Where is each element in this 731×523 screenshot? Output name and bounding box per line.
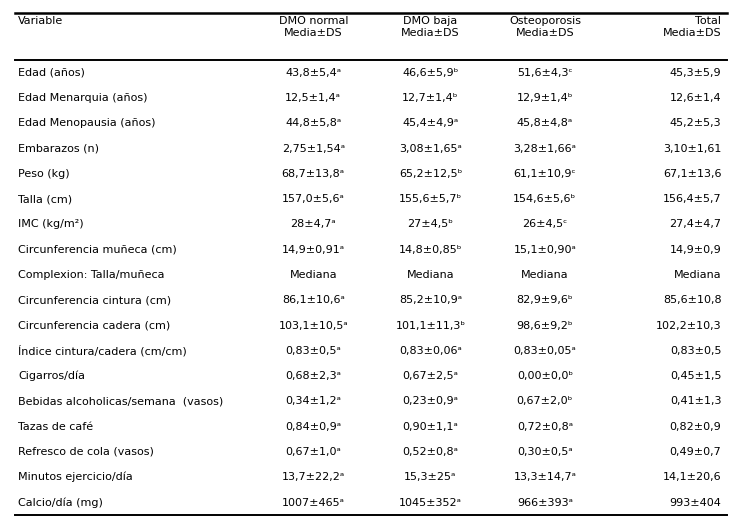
Text: 51,6±4,3ᶜ: 51,6±4,3ᶜ bbox=[517, 68, 572, 78]
Text: Peso (kg): Peso (kg) bbox=[18, 169, 70, 179]
Text: 3,28±1,66ᵃ: 3,28±1,66ᵃ bbox=[513, 144, 576, 154]
Text: 0,90±1,1ᵃ: 0,90±1,1ᵃ bbox=[403, 422, 458, 431]
Text: Complexion: Talla/muñeca: Complexion: Talla/muñeca bbox=[18, 270, 164, 280]
Text: 3,08±1,65ᵃ: 3,08±1,65ᵃ bbox=[399, 144, 462, 154]
Text: DMO normal
Media±DS: DMO normal Media±DS bbox=[279, 16, 348, 38]
Text: 15,3±25ᵃ: 15,3±25ᵃ bbox=[404, 472, 457, 482]
Text: Refresco de cola (vasos): Refresco de cola (vasos) bbox=[18, 447, 154, 457]
Text: 45,2±5,3: 45,2±5,3 bbox=[670, 118, 721, 128]
Text: 61,1±10,9ᶜ: 61,1±10,9ᶜ bbox=[514, 169, 576, 179]
Text: 26±4,5ᶜ: 26±4,5ᶜ bbox=[522, 220, 567, 230]
Text: 67,1±13,6: 67,1±13,6 bbox=[663, 169, 721, 179]
Text: 1045±352ᵃ: 1045±352ᵃ bbox=[399, 497, 462, 507]
Text: 0,52±0,8ᵃ: 0,52±0,8ᵃ bbox=[403, 447, 458, 457]
Text: 14,9±0,91ᵃ: 14,9±0,91ᵃ bbox=[281, 245, 345, 255]
Text: 155,6±5,7ᵇ: 155,6±5,7ᵇ bbox=[399, 194, 462, 204]
Text: 28±4,7ᵃ: 28±4,7ᵃ bbox=[290, 220, 336, 230]
Text: 86,1±10,6ᵃ: 86,1±10,6ᵃ bbox=[282, 295, 345, 305]
Text: 12,6±1,4: 12,6±1,4 bbox=[670, 93, 721, 103]
Text: 0,84±0,9ᵃ: 0,84±0,9ᵃ bbox=[285, 422, 341, 431]
Text: 0,83±0,06ᵃ: 0,83±0,06ᵃ bbox=[399, 346, 462, 356]
Text: 157,0±5,6ᵃ: 157,0±5,6ᵃ bbox=[282, 194, 345, 204]
Text: 154,6±5,6ᵇ: 154,6±5,6ᵇ bbox=[513, 194, 577, 204]
Text: Circunferencia cadera (cm): Circunferencia cadera (cm) bbox=[18, 321, 170, 331]
Text: 966±393ᵃ: 966±393ᵃ bbox=[517, 497, 573, 507]
Text: 43,8±5,4ᵃ: 43,8±5,4ᵃ bbox=[285, 68, 341, 78]
Text: 0,83±0,5ᵃ: 0,83±0,5ᵃ bbox=[285, 346, 341, 356]
Text: 0,67±2,0ᵇ: 0,67±2,0ᵇ bbox=[517, 396, 573, 406]
Text: 85,6±10,8: 85,6±10,8 bbox=[663, 295, 721, 305]
Text: 3,10±1,61: 3,10±1,61 bbox=[663, 144, 721, 154]
Text: 12,9±1,4ᵇ: 12,9±1,4ᵇ bbox=[517, 93, 573, 103]
Text: 98,6±9,2ᵇ: 98,6±9,2ᵇ bbox=[517, 321, 573, 331]
Text: 14,8±0,85ᵇ: 14,8±0,85ᵇ bbox=[398, 245, 462, 255]
Text: Mediana: Mediana bbox=[289, 270, 337, 280]
Text: 14,1±20,6: 14,1±20,6 bbox=[663, 472, 721, 482]
Text: 0,41±1,3: 0,41±1,3 bbox=[670, 396, 721, 406]
Text: Mediana: Mediana bbox=[406, 270, 454, 280]
Text: 0,30±0,5ᵃ: 0,30±0,5ᵃ bbox=[517, 447, 573, 457]
Text: Mediana: Mediana bbox=[521, 270, 569, 280]
Text: 85,2±10,9ᵃ: 85,2±10,9ᵃ bbox=[399, 295, 462, 305]
Text: 0,83±0,5: 0,83±0,5 bbox=[670, 346, 721, 356]
Text: 27,4±4,7: 27,4±4,7 bbox=[670, 220, 721, 230]
Text: 0,45±1,5: 0,45±1,5 bbox=[670, 371, 721, 381]
Text: 27±4,5ᵇ: 27±4,5ᵇ bbox=[407, 220, 453, 230]
Text: Edad Menopausia (años): Edad Menopausia (años) bbox=[18, 118, 156, 128]
Text: 44,8±5,8ᵃ: 44,8±5,8ᵃ bbox=[285, 118, 341, 128]
Text: 1007±465ᵃ: 1007±465ᵃ bbox=[281, 497, 345, 507]
Text: 0,49±0,7: 0,49±0,7 bbox=[670, 447, 721, 457]
Text: 103,1±10,5ᵃ: 103,1±10,5ᵃ bbox=[279, 321, 348, 331]
Text: Circunferencia muñeca (cm): Circunferencia muñeca (cm) bbox=[18, 245, 177, 255]
Text: 102,2±10,3: 102,2±10,3 bbox=[656, 321, 721, 331]
Text: 0,00±0,0ᵇ: 0,00±0,0ᵇ bbox=[517, 371, 573, 381]
Text: 65,2±12,5ᵇ: 65,2±12,5ᵇ bbox=[399, 169, 462, 179]
Text: 0,83±0,05ᵃ: 0,83±0,05ᵃ bbox=[513, 346, 576, 356]
Text: 12,5±1,4ᵃ: 12,5±1,4ᵃ bbox=[285, 93, 341, 103]
Text: 14,9±0,9: 14,9±0,9 bbox=[670, 245, 721, 255]
Text: 45,4±4,9ᵃ: 45,4±4,9ᵃ bbox=[402, 118, 458, 128]
Text: 13,7±22,2ᵃ: 13,7±22,2ᵃ bbox=[281, 472, 345, 482]
Text: DMO baja
Media±DS: DMO baja Media±DS bbox=[401, 16, 460, 38]
Text: Circunferencia cintura (cm): Circunferencia cintura (cm) bbox=[18, 295, 171, 305]
Text: Calcio/día (mg): Calcio/día (mg) bbox=[18, 497, 103, 508]
Text: 68,7±13,8ᵃ: 68,7±13,8ᵃ bbox=[281, 169, 345, 179]
Text: Tazas de café: Tazas de café bbox=[18, 422, 94, 431]
Text: Minutos ejercicio/día: Minutos ejercicio/día bbox=[18, 472, 133, 483]
Text: Embarazos (n): Embarazos (n) bbox=[18, 144, 99, 154]
Text: 0,67±2,5ᵃ: 0,67±2,5ᵃ bbox=[403, 371, 458, 381]
Text: 993±404: 993±404 bbox=[670, 497, 721, 507]
Text: 45,3±5,9: 45,3±5,9 bbox=[670, 68, 721, 78]
Text: IMC (kg/m²): IMC (kg/m²) bbox=[18, 220, 84, 230]
Text: 45,8±4,8ᵃ: 45,8±4,8ᵃ bbox=[517, 118, 573, 128]
Text: Bebidas alcoholicas/semana  (vasos): Bebidas alcoholicas/semana (vasos) bbox=[18, 396, 224, 406]
Text: Edad Menarquia (años): Edad Menarquia (años) bbox=[18, 93, 148, 103]
Text: 0,72±0,8ᵃ: 0,72±0,8ᵃ bbox=[517, 422, 573, 431]
Text: Cigarros/día: Cigarros/día bbox=[18, 371, 86, 381]
Text: Mediana: Mediana bbox=[674, 270, 721, 280]
Text: Edad (años): Edad (años) bbox=[18, 68, 85, 78]
Text: 0,34±1,2ᵃ: 0,34±1,2ᵃ bbox=[285, 396, 341, 406]
Text: Variable: Variable bbox=[18, 16, 64, 26]
Text: 15,1±0,90ᵃ: 15,1±0,90ᵃ bbox=[513, 245, 576, 255]
Text: 46,6±5,9ᵇ: 46,6±5,9ᵇ bbox=[402, 68, 458, 78]
Text: 0,68±2,3ᵃ: 0,68±2,3ᵃ bbox=[285, 371, 341, 381]
Text: 0,23±0,9ᵃ: 0,23±0,9ᵃ bbox=[403, 396, 458, 406]
Text: 156,4±5,7: 156,4±5,7 bbox=[663, 194, 721, 204]
Text: 0,67±1,0ᵃ: 0,67±1,0ᵃ bbox=[285, 447, 341, 457]
Text: 2,75±1,54ᵃ: 2,75±1,54ᵃ bbox=[281, 144, 345, 154]
Text: Total
Media±DS: Total Media±DS bbox=[663, 16, 721, 38]
Text: 13,3±14,7ᵃ: 13,3±14,7ᵃ bbox=[513, 472, 576, 482]
Text: Osteoporosis
Media±DS: Osteoporosis Media±DS bbox=[509, 16, 581, 38]
Text: 12,7±1,4ᵇ: 12,7±1,4ᵇ bbox=[402, 93, 459, 103]
Text: Talla (cm): Talla (cm) bbox=[18, 194, 72, 204]
Text: Índice cintura/cadera (cm/cm): Índice cintura/cadera (cm/cm) bbox=[18, 345, 187, 357]
Text: 101,1±11,3ᵇ: 101,1±11,3ᵇ bbox=[395, 321, 466, 331]
Text: 82,9±9,6ᵇ: 82,9±9,6ᵇ bbox=[517, 295, 573, 305]
Text: 0,82±0,9: 0,82±0,9 bbox=[670, 422, 721, 431]
